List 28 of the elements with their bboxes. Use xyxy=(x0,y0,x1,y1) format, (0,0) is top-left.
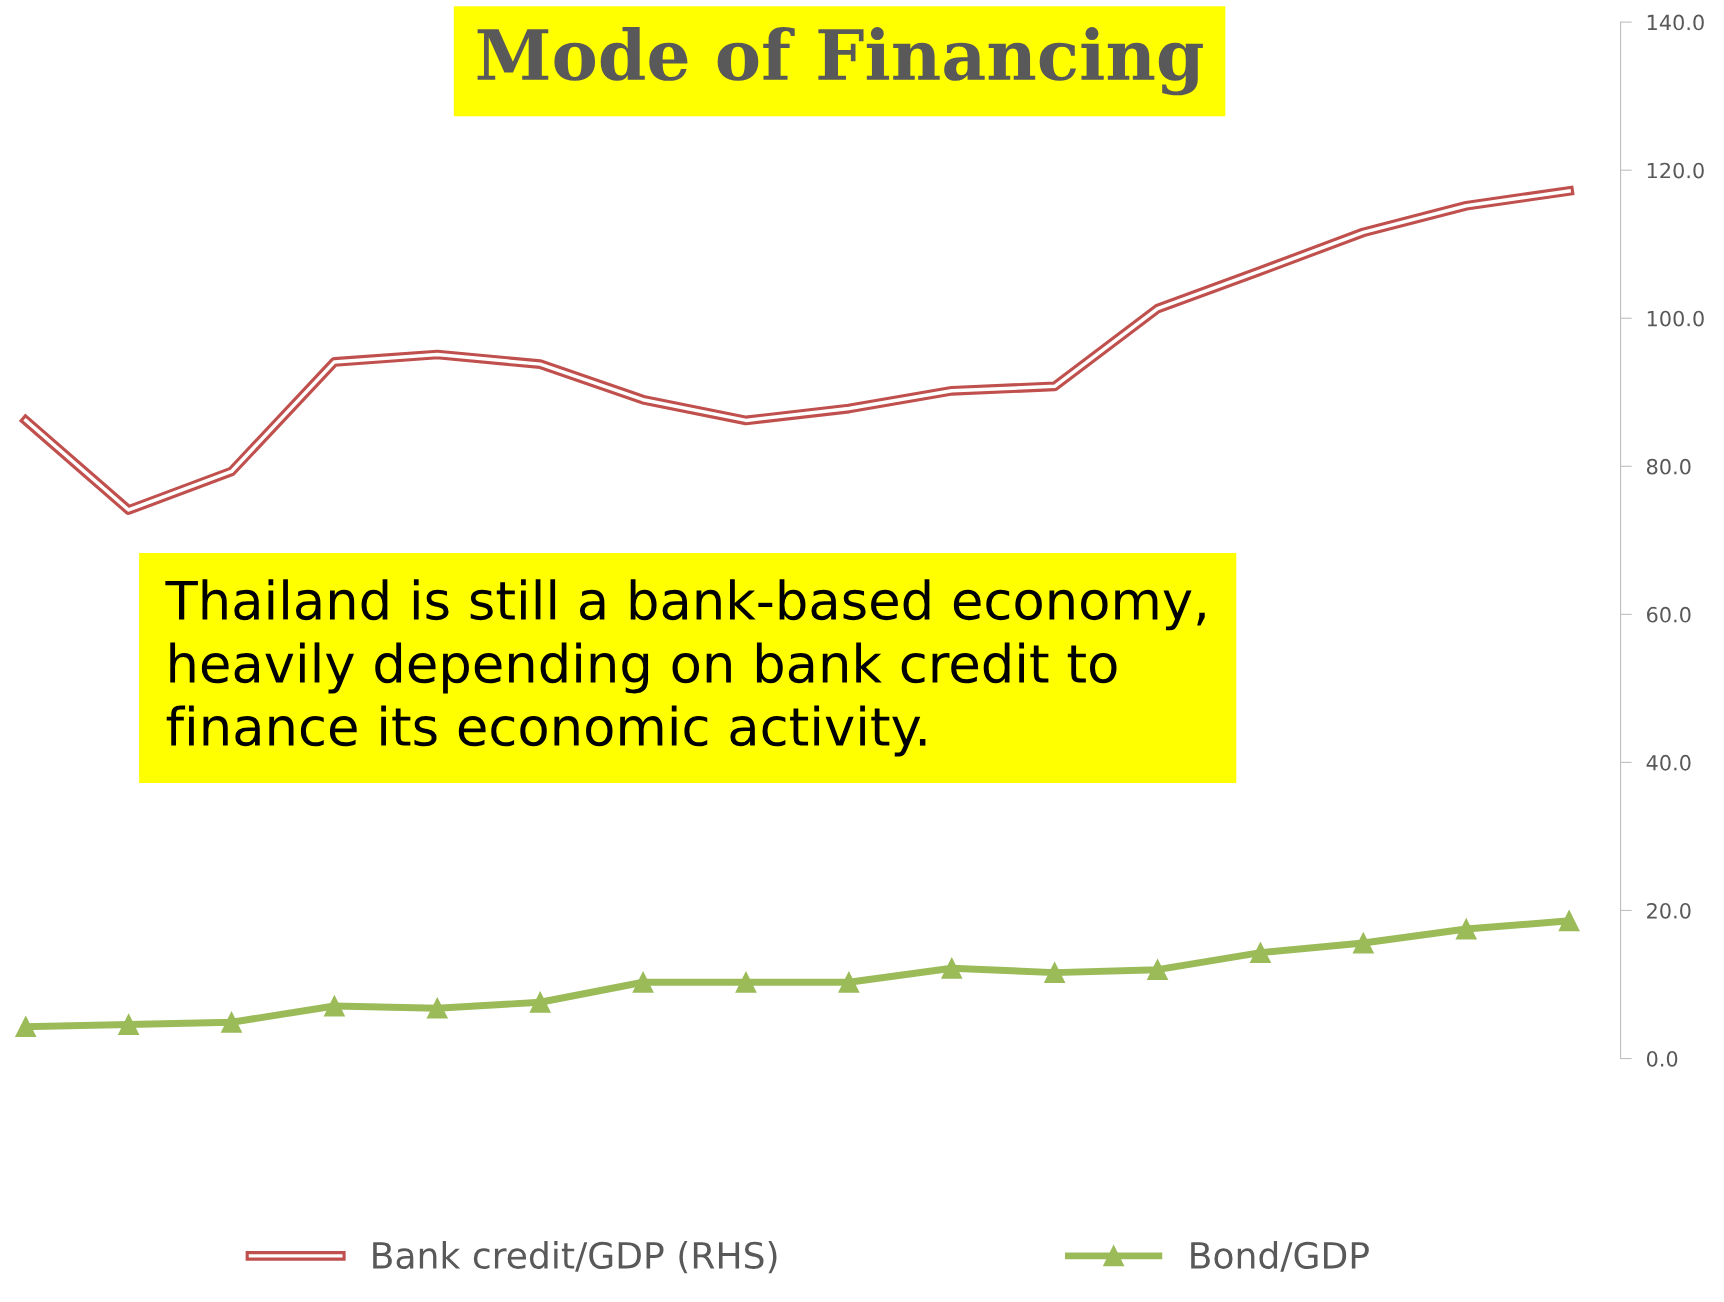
annotation: Thailand is still a bank-based economy, heavily depending on bank credit to finance its economic activity. xyxy=(165,579,1205,757)
y-tick-label: 60.0 xyxy=(1647,606,1691,623)
point xyxy=(221,1011,242,1033)
legend-label: Bank credit/GDP (RHS) xyxy=(373,1241,777,1274)
point xyxy=(426,997,448,1019)
point xyxy=(1558,910,1580,932)
point xyxy=(1147,959,1168,981)
point xyxy=(735,971,757,993)
point xyxy=(15,1016,37,1038)
point xyxy=(118,1014,140,1035)
y-tick-label: 120.0 xyxy=(1647,162,1704,179)
y-tick-label: 100.0 xyxy=(1647,310,1704,327)
point xyxy=(941,957,963,979)
legend-label: Bond/GDP xyxy=(1191,1241,1369,1272)
point xyxy=(529,991,551,1013)
point xyxy=(1352,932,1374,954)
y-tick-label: 80.0 xyxy=(1646,458,1691,475)
point xyxy=(1044,962,1066,984)
y-tick-label: 40.0 xyxy=(1646,754,1691,771)
point xyxy=(1250,942,1271,964)
y-tick-label: 0.0 xyxy=(1646,1050,1678,1067)
chart-title: Mode of Financing xyxy=(477,27,1203,96)
y-tick-label: 20.0 xyxy=(1647,902,1691,919)
point xyxy=(323,995,345,1017)
point xyxy=(632,971,654,993)
point xyxy=(838,971,860,993)
y-tick-label: 140.0 xyxy=(1647,14,1704,31)
point xyxy=(1455,918,1477,940)
